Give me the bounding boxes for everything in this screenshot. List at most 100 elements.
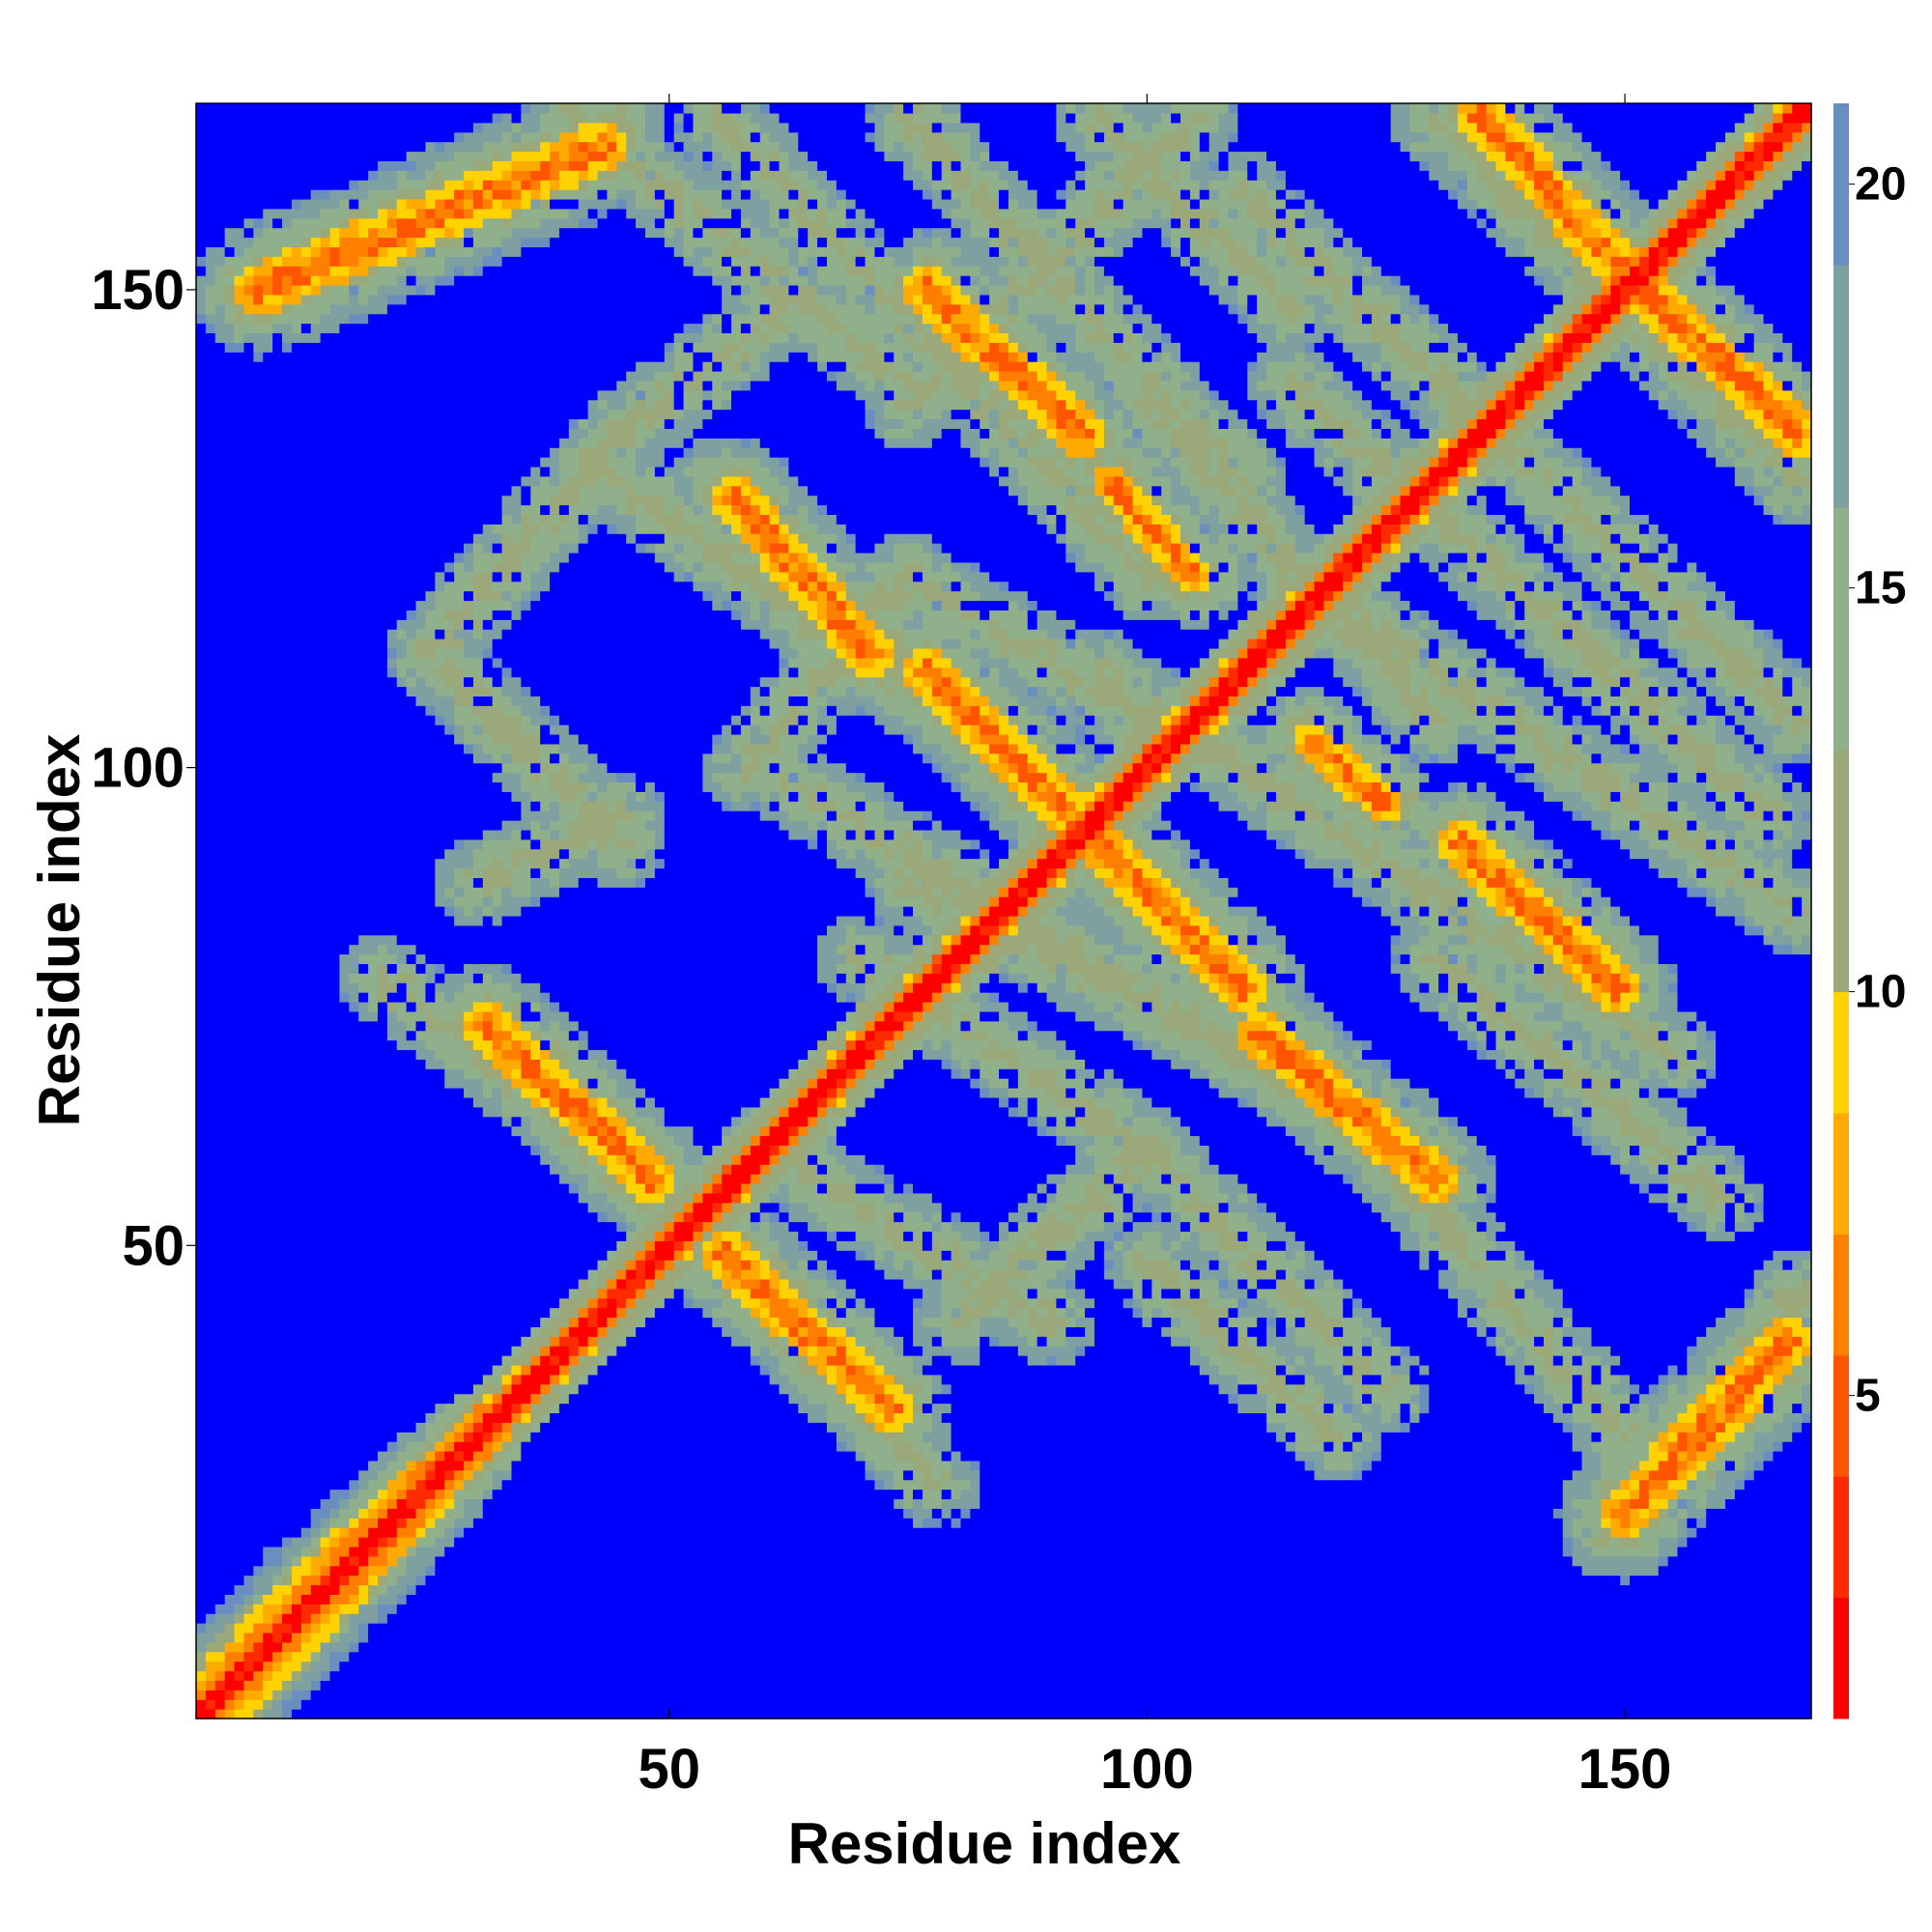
heatmap-cell <box>1180 887 1191 897</box>
heatmap-cell <box>1648 1432 1660 1442</box>
heatmap-cell <box>1094 781 1105 792</box>
heatmap-cell <box>492 1001 503 1012</box>
heatmap-cell <box>960 1250 971 1261</box>
heatmap-cell <box>1591 1489 1602 1500</box>
heatmap-cell <box>1237 791 1267 802</box>
heatmap-cell <box>568 1182 580 1194</box>
heatmap-cell <box>1094 1164 1124 1175</box>
heatmap-cell <box>1046 1307 1058 1319</box>
heatmap-cell <box>1687 1403 1697 1413</box>
heatmap-cell <box>1763 1355 1775 1366</box>
heatmap-cell <box>808 838 818 850</box>
heatmap-cell <box>1065 887 1076 897</box>
heatmap-cell <box>951 753 980 764</box>
heatmap-cell <box>826 1231 838 1241</box>
heatmap-cell <box>1304 1278 1316 1290</box>
heatmap-cell <box>626 1297 637 1309</box>
heatmap-cell <box>1151 733 1162 745</box>
heatmap-cell <box>845 1164 876 1175</box>
heatmap-cell <box>1075 1049 1152 1060</box>
heatmap-cell <box>558 877 580 888</box>
heatmap-cell <box>196 829 484 840</box>
heatmap-cell <box>1247 1096 1258 1108</box>
heatmap-cell <box>1429 896 1439 907</box>
heatmap-cell <box>1189 781 1201 792</box>
heatmap-cell <box>530 1326 541 1337</box>
heatmap-cell <box>435 858 474 869</box>
heatmap-cell <box>1380 810 1402 821</box>
heatmap-cell <box>1304 743 1325 754</box>
heatmap-cell <box>826 838 838 850</box>
heatmap-cell <box>1056 772 1066 783</box>
heatmap-cell <box>530 762 541 774</box>
heatmap-cell <box>435 715 445 725</box>
heatmap-cell <box>845 1010 857 1022</box>
heatmap-cell <box>1103 1240 1115 1251</box>
heatmap-cell <box>472 1059 494 1069</box>
heatmap-cell <box>1706 1020 1812 1032</box>
heatmap-cell <box>425 1422 445 1433</box>
heatmap-cell <box>1591 1145 1602 1155</box>
heatmap-cell <box>550 1317 570 1327</box>
heatmap-cell <box>1275 1364 1287 1376</box>
heatmap-cell <box>511 1078 531 1089</box>
heatmap-cell <box>922 1010 952 1022</box>
heatmap-cell <box>597 1288 609 1299</box>
heatmap-cell <box>759 1250 771 1261</box>
heatmap-cell <box>865 982 885 993</box>
heatmap-cell <box>913 1269 933 1280</box>
heatmap-cell <box>798 1125 809 1137</box>
heatmap-cell <box>1716 896 1746 907</box>
heatmap-cell <box>415 1537 436 1548</box>
heatmap-cell <box>769 1278 781 1290</box>
heatmap-cell <box>492 1010 503 1022</box>
heatmap-cell <box>922 1432 952 1442</box>
heatmap-cell <box>1075 1355 1191 1366</box>
heatmap-cell <box>1687 801 1717 811</box>
heatmap-cell <box>1630 982 1640 993</box>
heatmap-cell <box>903 1489 914 1500</box>
heatmap-cell <box>1257 1278 1277 1290</box>
heatmap-cell <box>1466 1125 1574 1137</box>
heatmap-cell <box>1362 810 1373 821</box>
heatmap-cell <box>1620 1078 1640 1089</box>
heatmap-cell <box>759 1192 771 1204</box>
heatmap-cell <box>616 1096 637 1108</box>
heatmap-cell <box>712 733 723 745</box>
heatmap-cell <box>808 1297 818 1309</box>
heatmap-cell <box>1161 953 1172 965</box>
heatmap-cell <box>683 1154 703 1165</box>
heatmap-cell <box>396 973 417 983</box>
heatmap-cell <box>243 1604 254 1614</box>
heatmap-cell <box>855 1364 867 1376</box>
heatmap-cell <box>425 1441 436 1452</box>
heatmap-cell <box>1448 953 1459 965</box>
heatmap-cell <box>865 963 876 974</box>
heatmap-cell <box>1457 1182 1478 1194</box>
heatmap-cell <box>616 1088 646 1098</box>
heatmap-cell <box>1466 1039 1478 1051</box>
heatmap-cell <box>1466 915 1478 926</box>
heatmap-cell <box>578 1049 589 1060</box>
heatmap-cell <box>788 810 828 821</box>
heatmap-cell <box>865 848 885 860</box>
heatmap-cell <box>472 724 484 735</box>
heatmap-cell <box>1285 982 1306 993</box>
heatmap-cell <box>1075 820 1086 831</box>
heatmap-cell <box>1228 1317 1258 1327</box>
heatmap-cell <box>1266 1240 1287 1251</box>
heatmap-cell <box>196 753 474 764</box>
heatmap-cell <box>1630 1489 1640 1500</box>
heatmap-cell <box>540 1346 551 1356</box>
heatmap-cell <box>702 1145 713 1155</box>
heatmap-cell <box>836 1231 857 1241</box>
heatmap-cell <box>1552 944 1564 955</box>
heatmap-cell <box>1285 1297 1316 1309</box>
heatmap-cell <box>550 1001 560 1012</box>
heatmap-cell <box>1581 1039 1593 1051</box>
heatmap-cell <box>788 1068 799 1079</box>
heatmap-cell <box>396 1527 417 1538</box>
heatmap-cell <box>587 1030 828 1041</box>
heatmap-cell <box>951 1250 962 1261</box>
heatmap-cell <box>1161 1240 1172 1251</box>
